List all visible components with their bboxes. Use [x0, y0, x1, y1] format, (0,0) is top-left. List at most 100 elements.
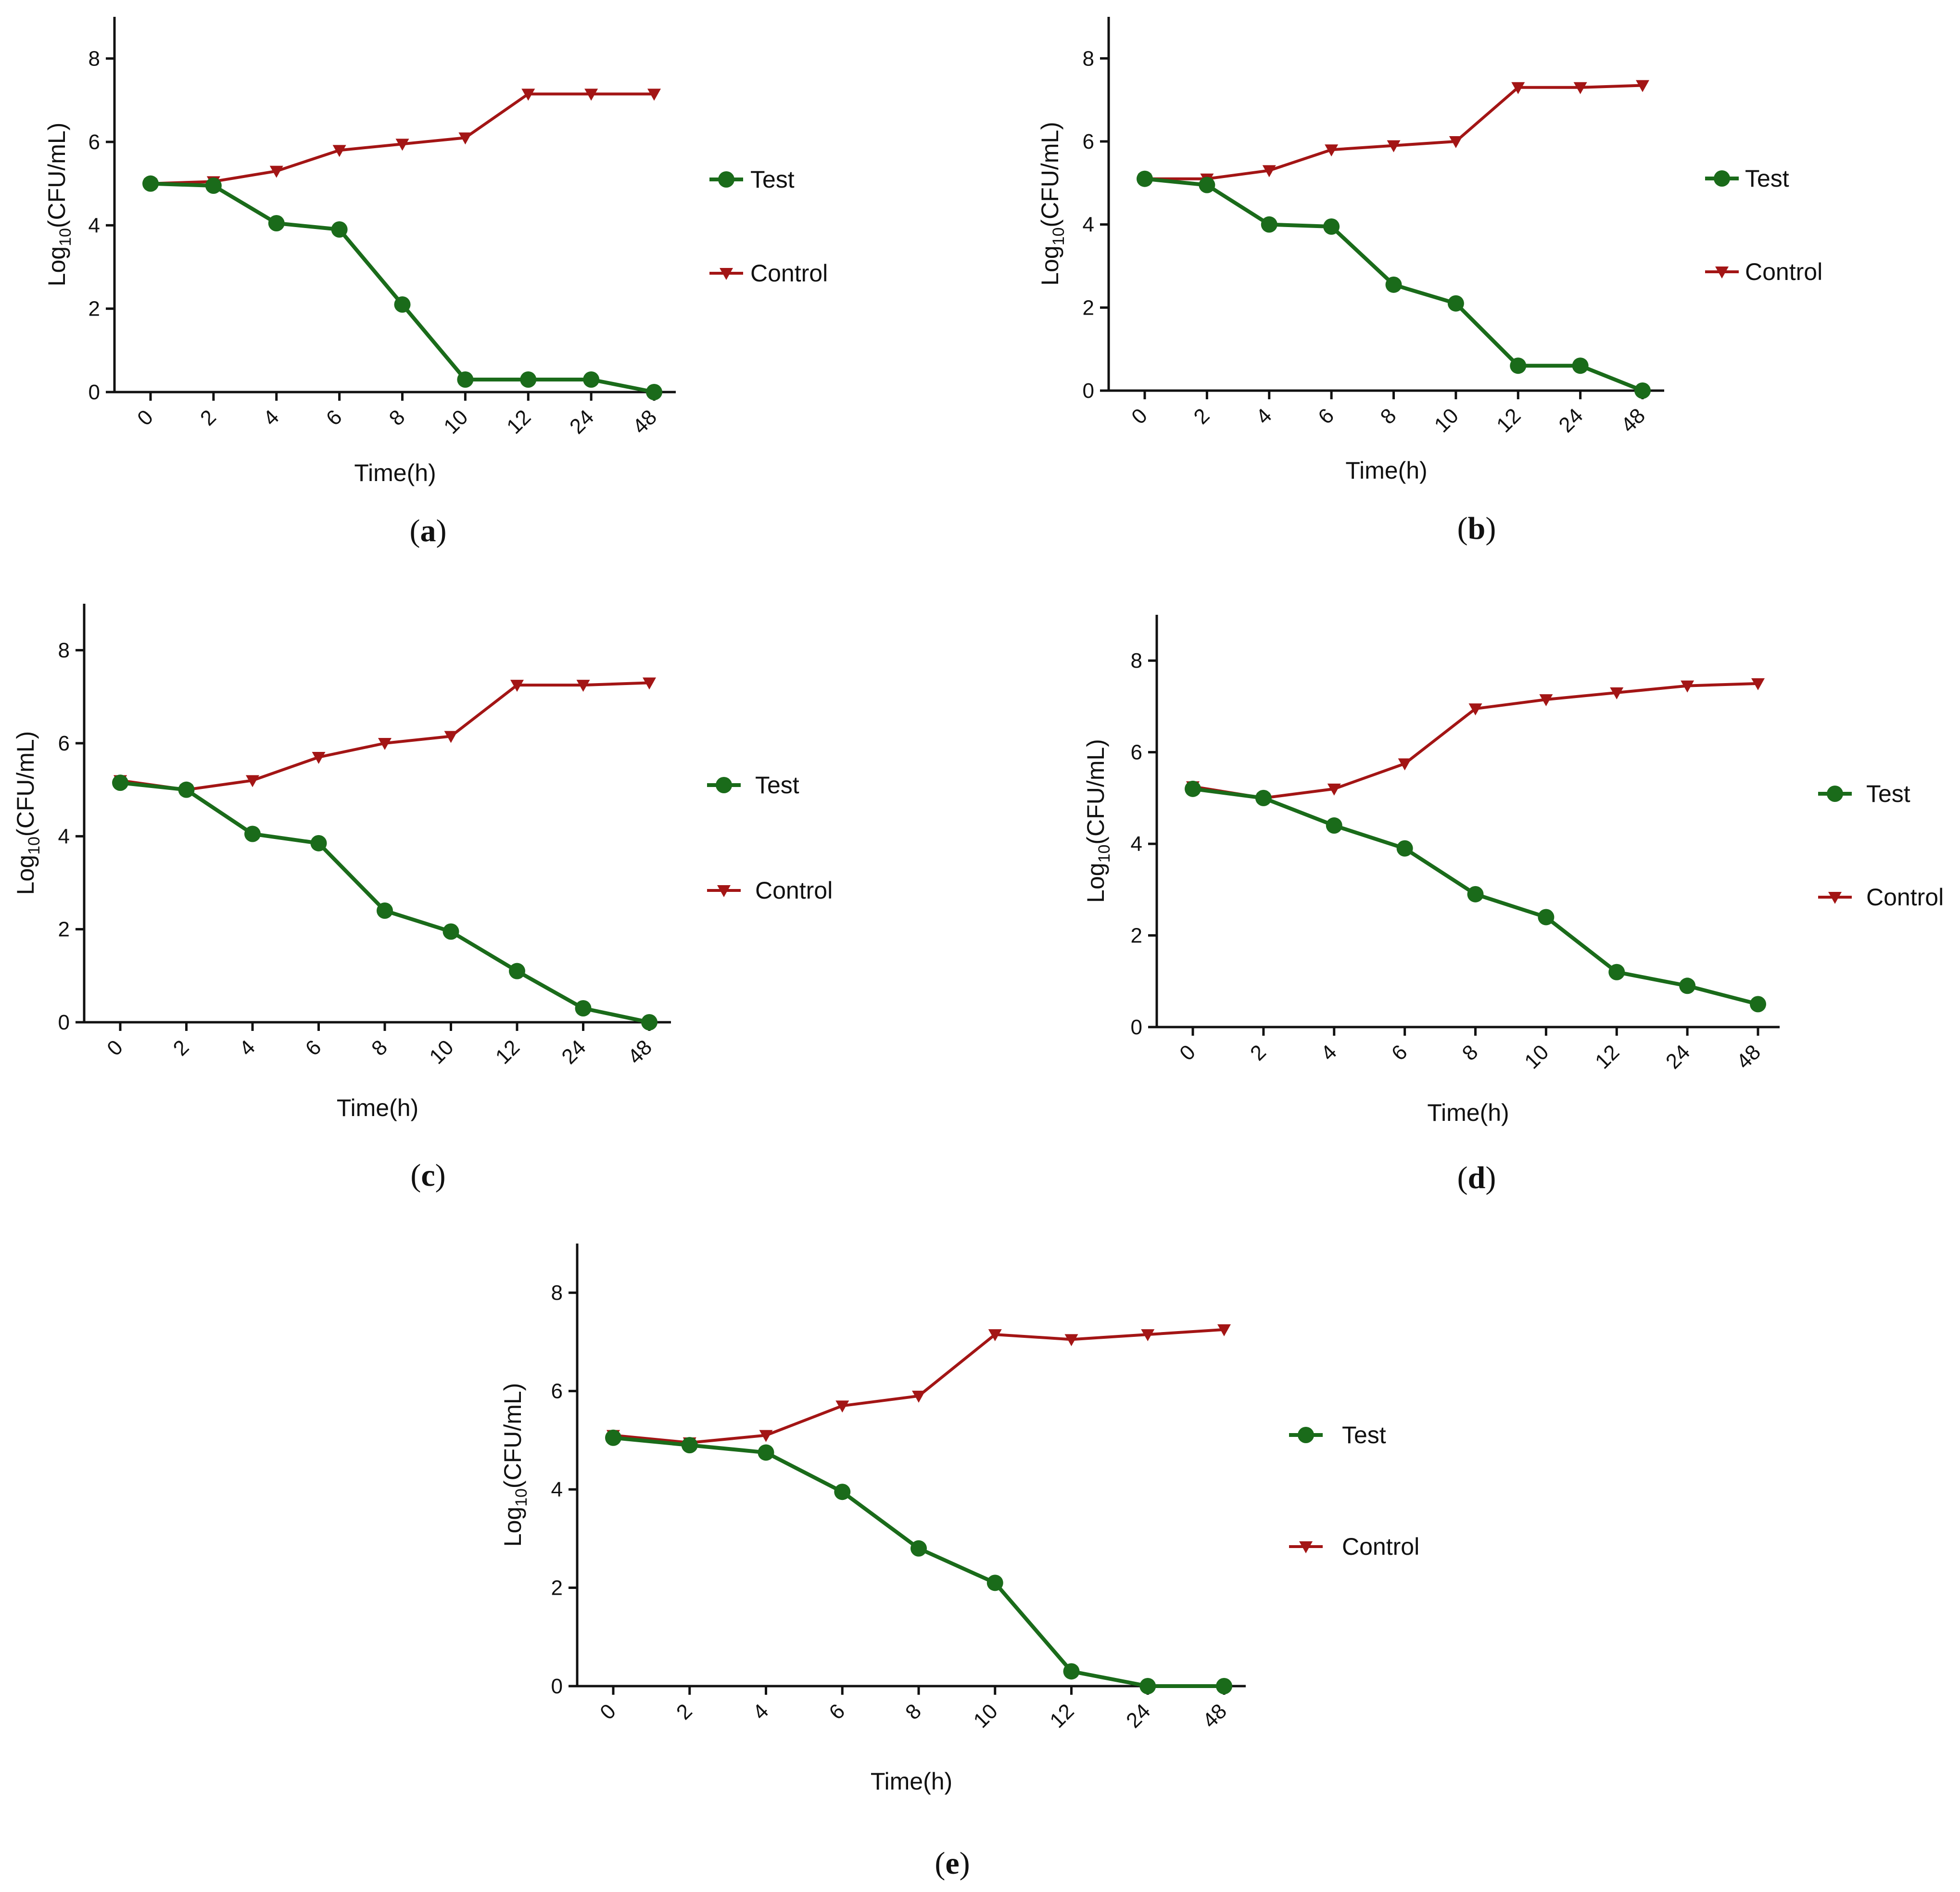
data-point-test	[1063, 1663, 1080, 1680]
legend-test-label: Test	[1866, 780, 1910, 807]
panel-caption-close: )	[960, 1846, 970, 1881]
series-line-control	[613, 1328, 1225, 1444]
data-point-control	[1398, 758, 1412, 771]
data-point-test	[178, 781, 195, 798]
data-point-control	[1064, 1334, 1078, 1346]
data-point-test	[646, 384, 662, 400]
y-axis-title: Log10(CFU/mL)	[12, 731, 43, 895]
x-tick-label: 2	[672, 1699, 697, 1724]
y-axis-title-subscript: 10	[56, 228, 75, 246]
legend-test-label: Test	[750, 166, 795, 193]
data-point-control	[510, 680, 524, 692]
data-point-control	[1573, 82, 1587, 94]
y-tick-label: 2	[1131, 924, 1142, 948]
legend-test-label: Test	[1342, 1422, 1386, 1448]
legend-control-label: Control	[750, 260, 828, 287]
x-tick-label: 6	[322, 405, 347, 430]
x-tick-label: 0	[1175, 1040, 1200, 1065]
series-line-test	[613, 1435, 1224, 1688]
x-tick-label: 12	[491, 1035, 524, 1068]
x-axis-title: Time(h)	[337, 1094, 418, 1121]
data-point-control	[1262, 165, 1276, 178]
y-tick-label: 6	[58, 732, 70, 755]
y-axis-title-unit: (CFU/mL)	[12, 731, 39, 837]
y-tick-label: 6	[1083, 130, 1094, 153]
y-tick-label: 8	[1083, 47, 1094, 70]
data-point-test	[394, 296, 411, 313]
data-point-control	[521, 89, 535, 101]
y-tick-label: 8	[1131, 649, 1142, 673]
panel-caption-letter: d	[1468, 1160, 1486, 1195]
data-point-control	[444, 731, 458, 743]
y-tick-label: 2	[1083, 296, 1094, 319]
data-point-control	[332, 145, 346, 157]
y-axis-title: Log10(CFU/mL)	[1082, 739, 1113, 903]
x-tick-label: 24	[1661, 1040, 1694, 1073]
data-point-test	[1510, 357, 1527, 374]
x-tick-label: 8	[1376, 404, 1401, 429]
x-tick-label: 6	[1387, 1040, 1412, 1065]
data-point-control	[1681, 680, 1694, 693]
data-point-test	[1137, 170, 1153, 187]
x-tick-label: 2	[169, 1035, 194, 1060]
data-point-test	[457, 371, 474, 388]
x-tick-label: 48	[628, 405, 661, 438]
data-point-control	[1449, 136, 1463, 148]
legend-test-marker	[1714, 170, 1730, 187]
data-point-control	[1325, 144, 1339, 157]
y-tick-label: 6	[1131, 741, 1142, 764]
data-point-test	[520, 371, 537, 388]
x-tick-label: 2	[1246, 1040, 1271, 1065]
x-tick-label: 24	[557, 1035, 590, 1068]
data-point-test	[1467, 886, 1484, 902]
y-tick-label: 6	[551, 1380, 563, 1403]
data-point-control	[378, 738, 392, 750]
legend-test-marker	[1827, 786, 1843, 802]
data-point-control	[759, 1430, 773, 1442]
data-point-control	[246, 775, 259, 787]
panel-caption: (d)	[1457, 1160, 1496, 1195]
y-axis-title-base: Log	[1037, 245, 1063, 285]
x-axis-title: Time(h)	[354, 459, 436, 486]
y-axis-title: Log10(CFU/mL)	[1037, 122, 1068, 286]
data-point-test	[310, 835, 327, 851]
panel-caption: (e)	[935, 1846, 970, 1881]
x-tick-label: 0	[1127, 404, 1152, 429]
data-point-control	[1141, 1329, 1155, 1342]
panel-caption-close: )	[436, 513, 447, 548]
data-point-test	[681, 1437, 698, 1454]
data-point-control	[1610, 687, 1624, 699]
data-point-test	[142, 175, 159, 192]
y-tick-label: 2	[89, 297, 100, 321]
data-point-test	[1447, 295, 1464, 312]
panel-caption-open: (	[410, 1158, 421, 1193]
y-tick-label: 8	[551, 1281, 563, 1305]
y-axis-title-base: Log	[12, 855, 39, 895]
data-point-control	[1511, 82, 1525, 94]
legend-control-label: Control	[1342, 1533, 1419, 1560]
data-point-control	[1539, 694, 1553, 707]
panel-caption-close: )	[1485, 511, 1496, 546]
x-tick-label: 6	[1314, 404, 1339, 429]
data-point-test	[1679, 978, 1696, 994]
y-axis-title-base: Log	[43, 246, 70, 286]
data-point-control	[576, 680, 590, 692]
data-point-test	[1326, 817, 1342, 834]
y-tick-label: 2	[58, 918, 70, 941]
panel-caption-letter: b	[1468, 511, 1486, 546]
x-tick-label: 10	[439, 405, 472, 438]
panel-caption: (b)	[1457, 511, 1496, 546]
y-tick-label: 0	[89, 381, 100, 404]
data-point-control	[1751, 678, 1765, 690]
x-tick-label: 6	[824, 1699, 849, 1724]
y-tick-label: 8	[58, 639, 70, 662]
y-tick-label: 4	[551, 1478, 563, 1501]
x-tick-label: 8	[367, 1035, 392, 1060]
x-tick-label: 0	[133, 405, 158, 430]
data-point-control	[835, 1400, 849, 1413]
legend-control-marker	[717, 885, 731, 897]
y-tick-label: 8	[89, 47, 100, 71]
